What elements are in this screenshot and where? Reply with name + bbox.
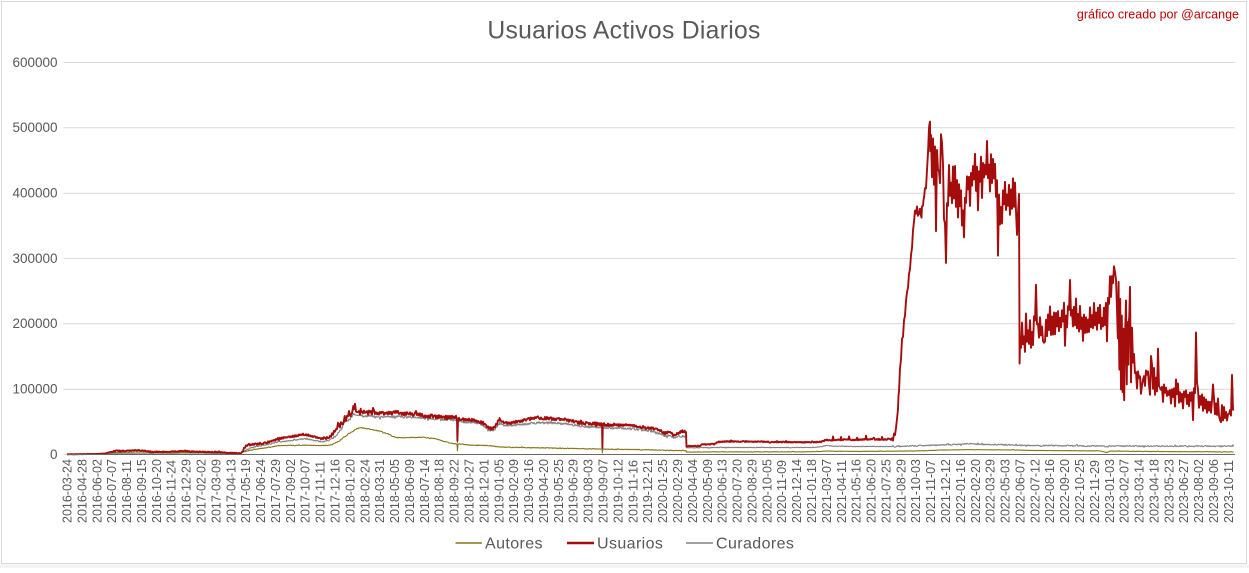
svg-text:2016-04-28: 2016-04-28 [75, 459, 89, 523]
svg-text:600000: 600000 [12, 55, 57, 70]
svg-text:2022-02-20: 2022-02-20 [969, 459, 983, 523]
svg-text:2021-08-29: 2021-08-29 [894, 459, 908, 523]
svg-text:2023-05-23: 2023-05-23 [1162, 459, 1176, 523]
svg-text:2023-04-18: 2023-04-18 [1147, 459, 1161, 523]
svg-text:2021-04-11: 2021-04-11 [835, 460, 849, 523]
svg-text:2018-12-01: 2018-12-01 [477, 459, 491, 523]
svg-text:2017-05-19: 2017-05-19 [239, 459, 253, 523]
svg-text:200000: 200000 [12, 316, 57, 331]
svg-text:2019-10-12: 2019-10-12 [611, 459, 625, 523]
svg-text:2016-03-24: 2016-03-24 [61, 459, 75, 523]
svg-text:2016-10-20: 2016-10-20 [150, 459, 164, 523]
svg-text:2021-10-03: 2021-10-03 [909, 459, 923, 523]
svg-text:2016-06-02: 2016-06-02 [90, 459, 104, 523]
svg-text:2022-11-29: 2022-11-29 [1088, 460, 1102, 523]
svg-text:2019-05-25: 2019-05-25 [552, 459, 566, 523]
svg-text:2018-08-18: 2018-08-18 [433, 459, 447, 523]
svg-text:2017-09-02: 2017-09-02 [284, 459, 298, 523]
svg-text:2018-09-22: 2018-09-22 [448, 459, 462, 523]
svg-text:2023-01-03: 2023-01-03 [1103, 459, 1117, 523]
svg-text:2022-05-03: 2022-05-03 [999, 459, 1013, 523]
svg-text:2017-06-24: 2017-06-24 [254, 459, 268, 523]
svg-text:2021-03-07: 2021-03-07 [820, 459, 834, 523]
svg-text:2022-07-12: 2022-07-12 [1028, 459, 1042, 523]
svg-text:2020-02-29: 2020-02-29 [671, 459, 685, 523]
svg-text:2021-01-18: 2021-01-18 [805, 459, 819, 523]
svg-text:2023-02-07: 2023-02-07 [1118, 459, 1132, 523]
svg-text:2018-01-20: 2018-01-20 [343, 459, 357, 523]
svg-text:2021-07-25: 2021-07-25 [879, 459, 893, 523]
svg-text:2021-06-20: 2021-06-20 [865, 459, 879, 523]
svg-text:2022-01-16: 2022-01-16 [954, 459, 968, 523]
svg-text:2021-11-07: 2021-11-07 [924, 460, 938, 523]
svg-text:2017-11-11: 2017-11-11 [314, 461, 328, 523]
svg-text:2023-09-06: 2023-09-06 [1207, 459, 1221, 523]
svg-text:2022-03-29: 2022-03-29 [984, 459, 998, 523]
svg-text:2017-10-07: 2017-10-07 [299, 459, 313, 523]
svg-text:100000: 100000 [12, 382, 57, 397]
svg-text:Curadores: Curadores [716, 536, 794, 553]
svg-text:2022-10-25: 2022-10-25 [1073, 459, 1087, 523]
svg-text:2017-07-29: 2017-07-29 [269, 459, 283, 523]
svg-text:2020-07-20: 2020-07-20 [731, 459, 745, 523]
svg-text:2019-12-21: 2019-12-21 [641, 459, 655, 523]
svg-text:2018-10-27: 2018-10-27 [463, 459, 477, 523]
svg-text:2018-03-31: 2018-03-31 [373, 459, 387, 523]
svg-text:2021-05-16: 2021-05-16 [850, 459, 864, 523]
svg-text:2016-09-15: 2016-09-15 [135, 459, 149, 523]
svg-text:2018-02-24: 2018-02-24 [358, 459, 372, 523]
svg-text:500000: 500000 [12, 120, 57, 135]
svg-text:2018-07-14: 2018-07-14 [418, 459, 432, 523]
svg-text:Usuarios Activos Diarios: Usuarios Activos Diarios [487, 18, 760, 45]
svg-text:Usuarios: Usuarios [597, 536, 663, 553]
svg-text:0: 0 [50, 447, 58, 462]
svg-text:2023-06-27: 2023-06-27 [1177, 459, 1191, 523]
svg-text:2020-11-09: 2020-11-09 [775, 460, 789, 523]
svg-text:2016-12-29: 2016-12-29 [180, 459, 194, 523]
svg-text:2023-10-11: 2023-10-11 [1222, 460, 1236, 523]
svg-text:2019-02-09: 2019-02-09 [507, 459, 521, 523]
svg-text:2018-06-09: 2018-06-09 [403, 459, 417, 523]
svg-text:2021-12-12: 2021-12-12 [939, 459, 953, 523]
svg-text:2016-07-07: 2016-07-07 [105, 459, 119, 523]
svg-text:2017-03-09: 2017-03-09 [209, 459, 223, 523]
svg-text:2022-08-16: 2022-08-16 [1043, 459, 1057, 523]
svg-text:Autores: Autores [485, 536, 543, 553]
svg-text:2020-06-13: 2020-06-13 [716, 459, 730, 523]
svg-text:2019-11-16: 2019-11-16 [626, 460, 640, 523]
svg-text:2020-08-29: 2020-08-29 [745, 459, 759, 523]
svg-text:400000: 400000 [12, 186, 57, 201]
svg-text:2017-02-02: 2017-02-02 [195, 459, 209, 523]
svg-text:2019-01-05: 2019-01-05 [492, 459, 506, 523]
svg-text:2022-06-07: 2022-06-07 [1013, 459, 1027, 523]
svg-text:2020-12-14: 2020-12-14 [790, 459, 804, 523]
svg-text:2017-04-13: 2017-04-13 [224, 459, 238, 523]
svg-text:2018-05-05: 2018-05-05 [388, 459, 402, 523]
svg-text:2020-01-25: 2020-01-25 [656, 459, 670, 523]
svg-text:2019-06-29: 2019-06-29 [567, 459, 581, 523]
svg-text:2020-10-05: 2020-10-05 [760, 459, 774, 523]
svg-text:2019-03-16: 2019-03-16 [522, 459, 536, 523]
svg-text:2016-08-11: 2016-08-11 [120, 460, 134, 523]
svg-text:300000: 300000 [12, 251, 57, 266]
svg-text:2019-04-20: 2019-04-20 [537, 459, 551, 523]
svg-text:2019-08-03: 2019-08-03 [582, 459, 596, 523]
svg-text:2023-03-14: 2023-03-14 [1133, 459, 1147, 523]
svg-text:2023-08-02: 2023-08-02 [1192, 459, 1206, 523]
svg-text:gráfico creado por @arcange: gráfico creado por @arcange [1077, 8, 1239, 22]
svg-text:2017-12-16: 2017-12-16 [329, 459, 343, 523]
svg-text:2019-09-07: 2019-09-07 [597, 459, 611, 523]
svg-text:2016-11-24: 2016-11-24 [165, 460, 179, 523]
svg-text:2020-04-04: 2020-04-04 [686, 459, 700, 523]
svg-text:2020-05-09: 2020-05-09 [701, 459, 715, 523]
svg-text:2022-09-20: 2022-09-20 [1058, 459, 1072, 523]
